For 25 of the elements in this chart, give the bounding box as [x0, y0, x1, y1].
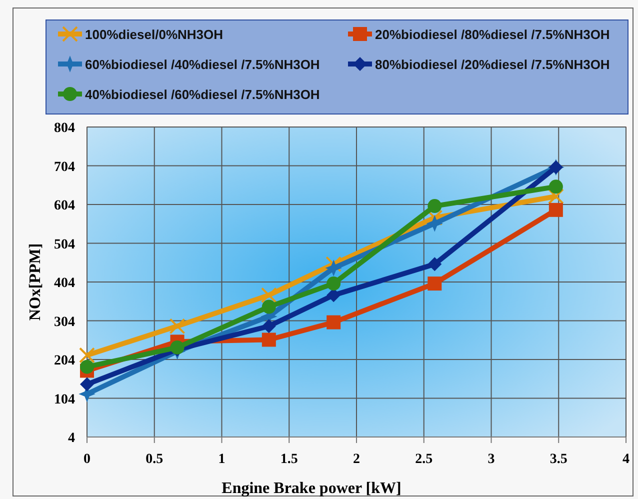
y-axis-title: NOx[PPM]: [27, 243, 44, 321]
legend-label: 60%biodiesel /40%diesel /7.5%NH3OH: [85, 57, 320, 72]
x-tick-label: 3: [488, 452, 495, 467]
y-tick-label: 204: [54, 354, 75, 368]
x-tick-label: 4: [622, 452, 630, 467]
x-tick-label: 1: [218, 452, 226, 467]
y-tick-label: 604: [54, 198, 75, 214]
x-tick-label: 1.5: [280, 452, 298, 467]
legend-label: 100%diesel/0%NH3OH: [85, 27, 224, 42]
x-tick-label: 0.5: [146, 452, 164, 467]
legend-label: 40%biodiesel /60%diesel /7.5%NH3OH: [85, 87, 320, 102]
x-tick-label: 3.5: [550, 452, 568, 467]
legend-label: 20%biodiesel /80%diesel /7.5%NH3OH: [375, 27, 610, 42]
legend-label: 80%biodiesel /20%diesel /7.5%NH3OH: [375, 57, 610, 72]
y-tick-label: 404: [54, 276, 75, 291]
y-tick-label: 704: [54, 160, 75, 175]
x-tick-label: 2.5: [415, 452, 433, 467]
y-tick-label: 304: [54, 314, 75, 330]
y-tick-label: 804: [54, 121, 75, 136]
x-tick-label: 2: [353, 452, 360, 467]
x-tick-label: 0: [84, 452, 90, 467]
x-axis-title: Engine Brake power [kW]: [222, 480, 402, 497]
y-tick-label: 4: [68, 431, 75, 446]
y-tick-label: 504: [54, 237, 75, 252]
y-tick-label: 104: [54, 392, 75, 408]
